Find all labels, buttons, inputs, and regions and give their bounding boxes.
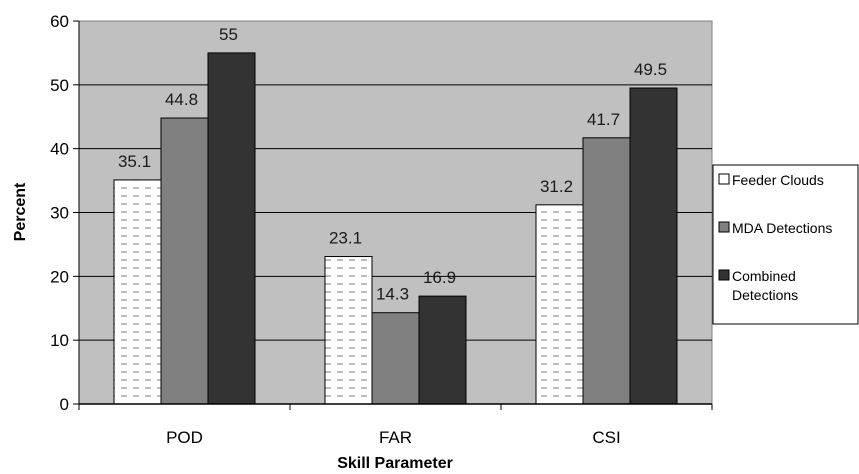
- data-label-far-feeder-clouds: 23.1: [329, 229, 362, 248]
- bar-pod-combined-detections: [207, 52, 256, 405]
- legend-label-feeder-clouds: Feeder Clouds: [732, 172, 824, 188]
- data-label-pod-feeder-clouds: 35.1: [118, 152, 151, 171]
- legend-swatch-feeder-clouds: [718, 173, 730, 185]
- bar-far-combined-detections: [418, 295, 467, 405]
- y-tick-label-60: 60: [50, 12, 69, 31]
- data-label-csi-combined-detections: 49.5: [634, 60, 667, 79]
- data-label-far-mda-detections: 14.3: [376, 285, 409, 304]
- bar-csi-mda-detections: [582, 137, 631, 405]
- bar-far-mda-detections: [371, 312, 420, 405]
- x-axis-title: Skill Parameter: [337, 455, 453, 472]
- data-label-csi-feeder-clouds: 31.2: [540, 177, 573, 196]
- bar-far-feeder-clouds: [324, 256, 373, 405]
- legend-swatch-combined-detections: [718, 269, 730, 281]
- data-label-pod-mda-detections: 44.8: [165, 90, 198, 109]
- y-tick-label-0: 0: [60, 395, 69, 414]
- legend-label-combined-detections-line2: Detections: [732, 287, 798, 303]
- bars: [113, 52, 678, 405]
- y-tick-label-20: 20: [50, 267, 69, 286]
- data-labels: 35.1 44.8 55 23.1 14.3 16.9 31.2 41.7 49.5: [118, 25, 667, 304]
- legend-box: [712, 164, 859, 325]
- y-tick-label-50: 50: [50, 76, 69, 95]
- legend: Feeder Clouds MDA Detections Combined Detec…: [712, 164, 859, 325]
- x-tick-label-csi: CSI: [592, 428, 620, 447]
- data-label-far-combined-detections: 16.9: [423, 268, 456, 287]
- y-tick-label-40: 40: [50, 140, 69, 159]
- legend-swatch-mda-detections: [718, 221, 730, 233]
- y-axis-title: Percent: [12, 182, 29, 241]
- x-tick-label-pod: POD: [166, 428, 203, 447]
- bar-pod-mda-detections: [160, 117, 209, 405]
- bar-pod-feeder-clouds: [113, 179, 162, 405]
- y-tick-label-30: 30: [50, 204, 69, 223]
- x-tick-label-far: FAR: [379, 428, 412, 447]
- data-label-pod-combined-detections: 55: [219, 25, 238, 44]
- legend-label-combined-detections: Combined: [732, 268, 796, 284]
- data-label-csi-mda-detections: 41.7: [587, 110, 620, 129]
- bar-csi-feeder-clouds: [535, 204, 584, 405]
- y-tick-label-10: 10: [50, 331, 69, 350]
- bar-csi-combined-detections: [629, 87, 678, 405]
- legend-label-mda-detections: MDA Detections: [732, 220, 832, 236]
- axes: 0 10 20 30 40 50 60 POD FAR CSI: [50, 12, 713, 447]
